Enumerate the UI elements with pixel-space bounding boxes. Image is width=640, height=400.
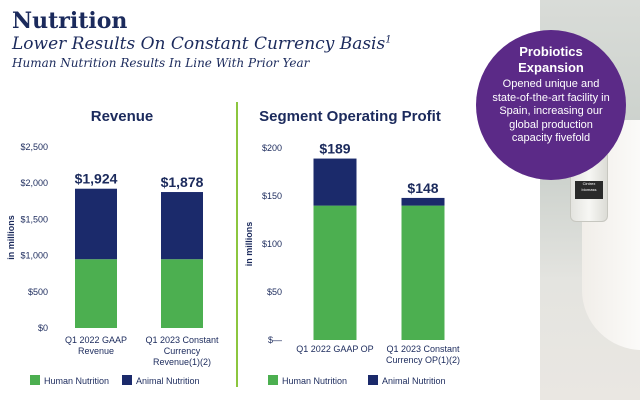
legend-label: Animal Nutrition bbox=[382, 376, 446, 386]
bar-animal-nutrition bbox=[161, 192, 203, 260]
category-label: Q1 2022 GAAP Revenue bbox=[65, 335, 127, 356]
chart-title: Segment Operating Profit bbox=[259, 108, 441, 125]
bar-animal-nutrition bbox=[75, 188, 117, 260]
bar-animal-nutrition bbox=[313, 158, 357, 206]
revenue-chart: Revenue $0 $500 $1,000 $1,500 $2,000 $2,500 in … bbox=[6, 108, 219, 386]
callout-title: Probiotics Expansion bbox=[476, 44, 626, 76]
legend-swatch bbox=[268, 375, 278, 385]
legend-label: Animal Nutrition bbox=[136, 376, 200, 386]
category-label-line: Currency OP(1)(2) bbox=[386, 355, 460, 365]
subtitle-main: Lower Results On Constant Currency Basis bbox=[12, 34, 386, 54]
operating-profit-chart: Segment Operating Profit $— $50 $100 $150 $20… bbox=[244, 108, 460, 386]
y-tick-label: $150 bbox=[262, 191, 282, 201]
category-label: Q1 2023 Constant Currency OP(1)(2) bbox=[386, 344, 460, 365]
y-tick-label: $200 bbox=[262, 143, 282, 153]
page-title: Nutrition bbox=[12, 8, 128, 34]
callout-title-line2: Expansion bbox=[518, 60, 584, 75]
category-label-line: Q1 2022 GAAP OP bbox=[296, 344, 373, 354]
page-subtitle-secondary: Human Nutrition Results In Line With Pri… bbox=[12, 56, 310, 70]
bar-total-label: $189 bbox=[319, 141, 350, 157]
bar-animal-nutrition bbox=[401, 197, 445, 206]
bar-total-label: $1,924 bbox=[75, 171, 118, 187]
subtitle-footnote: 1 bbox=[385, 34, 392, 46]
legend-swatch bbox=[30, 375, 40, 385]
callout-title-line1: Probiotics bbox=[519, 44, 583, 59]
category-label-line: Currency bbox=[164, 346, 201, 356]
page-subtitle: Lower Results On Constant Currency Basis… bbox=[12, 34, 392, 54]
y-tick-label: $1,500 bbox=[20, 214, 48, 224]
bar-human-nutrition bbox=[313, 205, 357, 340]
category-label-line: Revenue bbox=[78, 346, 114, 356]
bar-human-nutrition bbox=[75, 259, 117, 328]
y-tick-label: $1,000 bbox=[20, 251, 48, 261]
y-tick-label: $0 bbox=[38, 323, 48, 333]
y-tick-label: $50 bbox=[267, 287, 282, 297]
chart-title: Revenue bbox=[91, 108, 154, 125]
category-label-line: Q1 2023 Constant bbox=[145, 335, 219, 345]
y-axis-label: in millions bbox=[6, 215, 16, 260]
legend-swatch bbox=[122, 375, 132, 385]
category-label-line: Q1 2022 GAAP bbox=[65, 335, 127, 345]
probiotics-callout: Probiotics Expansion Opened unique and s… bbox=[476, 30, 626, 180]
chart-divider bbox=[236, 102, 238, 387]
vial-label: Cintrex biomass bbox=[575, 181, 603, 199]
y-tick-label: $500 bbox=[28, 287, 48, 297]
category-label-line: Revenue(1)(2) bbox=[153, 357, 211, 367]
y-tick-label: $100 bbox=[262, 239, 282, 249]
category-label-line: Q1 2023 Constant bbox=[386, 344, 460, 354]
bar-human-nutrition bbox=[401, 205, 445, 340]
bar-total-label: $1,878 bbox=[161, 174, 204, 190]
y-tick-label: $— bbox=[268, 335, 282, 345]
legend-label: Human Nutrition bbox=[282, 376, 347, 386]
y-tick-label: $2,000 bbox=[20, 178, 48, 188]
bar-total-label: $148 bbox=[407, 180, 438, 196]
y-axis-label: in millions bbox=[244, 222, 254, 267]
category-label: Q1 2023 Constant Currency Revenue(1)(2) bbox=[145, 335, 219, 367]
category-label: Q1 2022 GAAP OP bbox=[296, 344, 373, 354]
bar-human-nutrition bbox=[161, 259, 203, 328]
y-tick-label: $2,500 bbox=[20, 142, 48, 152]
callout-text: Opened unique and state-of-the-art facil… bbox=[492, 78, 610, 144]
legend-swatch bbox=[368, 375, 378, 385]
legend-label: Human Nutrition bbox=[44, 376, 109, 386]
